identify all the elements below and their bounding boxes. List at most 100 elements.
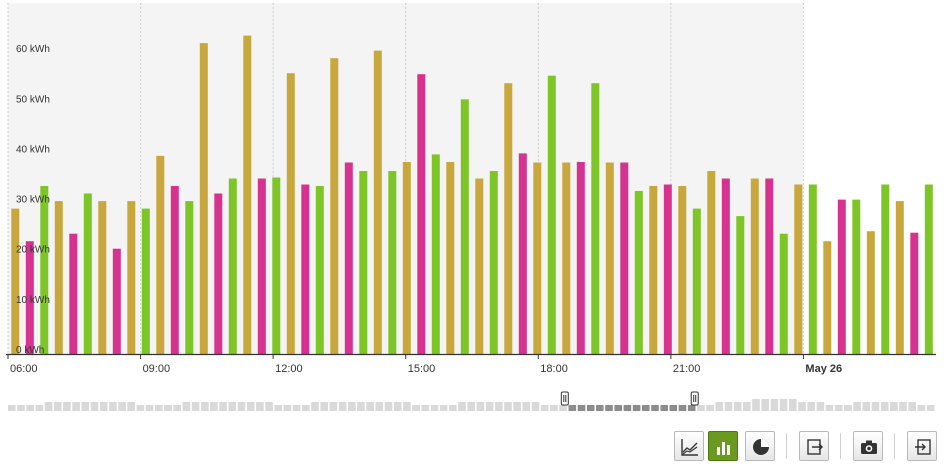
- bar: [750, 178, 759, 354]
- bar-series: [11, 35, 933, 354]
- bar: [228, 178, 237, 354]
- chart-toolbar: [672, 431, 942, 463]
- navigator-bar: [862, 402, 871, 411]
- navigator-bar: [449, 405, 457, 411]
- bar: [779, 233, 788, 354]
- navigator-bar: [99, 402, 108, 411]
- bar: [605, 162, 614, 354]
- navigator-bar: [789, 399, 797, 411]
- navigator-handle[interactable]: [560, 391, 569, 406]
- navigator-bar: [733, 402, 742, 411]
- line-chart-button[interactable]: [674, 431, 704, 461]
- time-navigator[interactable]: [8, 391, 935, 411]
- navigator-bar: [246, 402, 255, 411]
- y-tick-label: 0 kWh: [16, 345, 44, 356]
- bar-chart-button[interactable]: [708, 431, 738, 461]
- import-button[interactable]: [907, 431, 937, 461]
- x-tick-label: May 26: [805, 363, 842, 375]
- bar: [446, 162, 455, 354]
- navigator-bar: [366, 402, 374, 411]
- navigator-bar: [825, 405, 834, 411]
- navigator-bar: [274, 405, 283, 411]
- navigator-bar: [430, 405, 439, 411]
- navigator-bar: [623, 405, 632, 411]
- export-icon: [807, 439, 823, 455]
- bar: [794, 184, 803, 354]
- navigator-bar: [283, 405, 292, 411]
- bar: [881, 184, 890, 354]
- navigator-bar: [605, 405, 613, 411]
- navigator-bar: [320, 402, 328, 411]
- navigator-bar: [311, 402, 319, 411]
- navigator-bar: [35, 405, 44, 411]
- navigator-bar: [164, 405, 172, 411]
- navigator-bar: [329, 402, 338, 411]
- navigator-bar: [550, 405, 558, 411]
- bar-chart-icon: [717, 442, 730, 455]
- navigator-bar: [237, 402, 246, 411]
- navigator-bar: [348, 402, 356, 411]
- navigator-bar: [504, 402, 512, 411]
- navigator-bar: [669, 405, 678, 411]
- pie-chart-icon: [753, 439, 769, 455]
- navigator-bar: [807, 402, 815, 411]
- bar: [315, 186, 324, 354]
- navigator-bar: [118, 402, 126, 411]
- bar: [344, 162, 353, 354]
- navigator-bar: [384, 402, 393, 411]
- bar: [330, 58, 339, 354]
- navigator-bar: [596, 405, 604, 411]
- bar: [460, 99, 469, 354]
- navigator-bar: [816, 402, 825, 411]
- bar: [518, 153, 527, 354]
- navigator-bar: [568, 405, 577, 411]
- navigator-handle[interactable]: [690, 391, 699, 406]
- bar: [359, 171, 368, 354]
- bar: [692, 208, 701, 354]
- bar: [11, 208, 20, 354]
- bar: [866, 231, 875, 354]
- bar: [112, 248, 121, 354]
- bar: [388, 171, 397, 354]
- snapshot-button[interactable]: [853, 431, 883, 461]
- navigator-bar: [853, 402, 861, 411]
- navigator-bar: [219, 402, 227, 411]
- export-button[interactable]: [799, 431, 829, 461]
- navigator-bar: [917, 405, 926, 411]
- bar: [475, 178, 484, 354]
- navigator-bar: [357, 402, 365, 411]
- y-tick-label: 40 kWh: [16, 144, 50, 155]
- y-tick-label: 10 kWh: [16, 295, 50, 306]
- navigator-bar: [338, 402, 347, 411]
- bar: [823, 241, 832, 354]
- navigator-bar: [145, 405, 154, 411]
- navigator-bar: [899, 402, 907, 411]
- navigator-bar: [844, 405, 852, 411]
- navigator-bar: [403, 402, 411, 411]
- bar: [663, 184, 672, 354]
- bar: [707, 171, 716, 354]
- navigator-bar: [779, 399, 788, 411]
- bar: [895, 201, 904, 354]
- navigator-bar: [302, 405, 310, 411]
- navigator-bar: [44, 402, 53, 411]
- navigator-bar: [210, 402, 218, 411]
- bar: [54, 201, 63, 354]
- navigator-bar: [687, 405, 696, 411]
- navigator-bar: [678, 405, 687, 411]
- navigator-bar: [26, 405, 34, 411]
- navigator-bar: [228, 402, 237, 411]
- navigator-bar: [182, 402, 191, 411]
- bar: [533, 162, 542, 354]
- pie-chart-button[interactable]: [745, 431, 775, 461]
- navigator-bar: [53, 402, 62, 411]
- bar: [678, 186, 687, 354]
- camera-icon: [861, 440, 877, 454]
- bar: [547, 75, 556, 354]
- navigator-bar: [17, 405, 25, 411]
- y-tick-label: 50 kWh: [16, 94, 50, 105]
- navigator-bar: [834, 405, 843, 411]
- bar: [591, 83, 600, 354]
- bar: [98, 201, 107, 354]
